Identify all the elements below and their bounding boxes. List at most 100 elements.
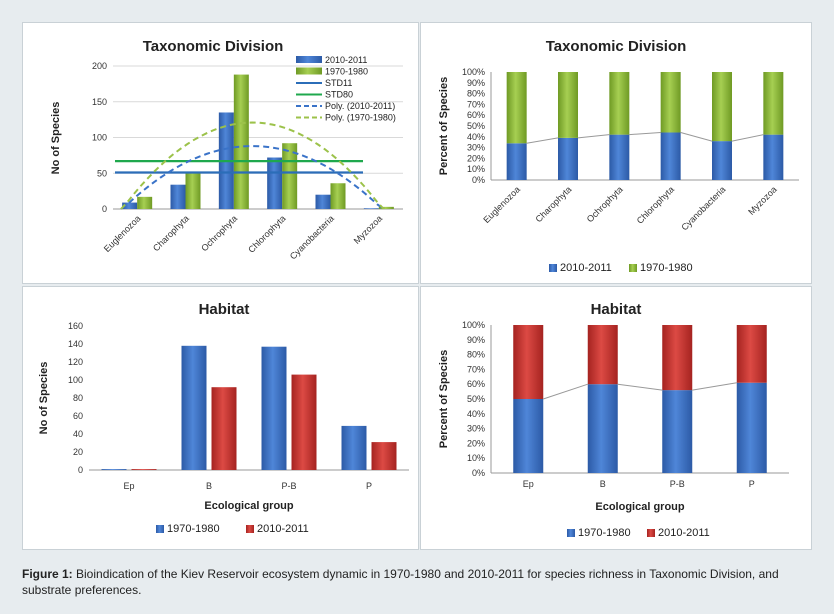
legend-label: 1970-1980 xyxy=(640,262,693,274)
bar-2010-2011-P xyxy=(736,325,767,383)
legend-label: Poly. (1970-1980) xyxy=(325,113,396,123)
x-axis-label: Ecological group xyxy=(204,500,294,512)
y-tick-label: 10% xyxy=(467,453,485,463)
y-tick-label: 0 xyxy=(78,465,83,475)
y-tick-label: 80% xyxy=(467,350,485,360)
legend-swatch xyxy=(296,67,322,75)
bar-2010-2011-Charophyta xyxy=(558,137,578,180)
chart-title: Taxonomic Division xyxy=(546,38,687,55)
series-connector xyxy=(629,131,661,136)
legend-label: 2010-2011 xyxy=(658,527,710,539)
y-tick-label: 160 xyxy=(68,321,83,331)
bar-1970-1980-P-B xyxy=(261,346,287,470)
legend-swatch xyxy=(246,525,254,533)
y-tick-label: 0 xyxy=(102,204,107,214)
bar-2010-2011-B xyxy=(211,387,237,470)
legend-swatch xyxy=(647,529,655,537)
trendline-Poly. (1970-1980) xyxy=(120,121,385,210)
y-tick-label: 0% xyxy=(472,175,485,185)
bar-1970-1980-Ochrophyta xyxy=(609,72,630,135)
x-tick-label: P-B xyxy=(670,479,685,489)
bar-2010-2011-Euglenozoa xyxy=(506,143,527,180)
x-tick-label: P xyxy=(366,481,372,491)
bar-1970-1980-Myzozoa xyxy=(378,206,394,209)
bar-2010-2011-Ep xyxy=(131,469,157,470)
chart-panel-taxonomic-count: Taxonomic Division No of Species 0 50 100 150… xyxy=(22,22,419,284)
x-tick-label: B xyxy=(600,479,606,489)
y-tick-label: 80 xyxy=(73,393,83,403)
bar-1970-1980-P xyxy=(341,425,367,470)
bar-2010-2011-P xyxy=(371,442,397,470)
bar-2010-2011-Ochrophyta xyxy=(609,134,630,180)
chart-title: Habitat xyxy=(199,301,250,318)
legend-label: STD11 xyxy=(325,78,352,88)
y-tick-label: 100 xyxy=(68,375,83,385)
bar-1970-1980-Ochrophyta xyxy=(233,74,249,209)
x-tick-label: Ochrophyta xyxy=(585,184,625,224)
chart-habitat-count: Habitat No of Species 0 20 40 60 80 100 120 140 16… xyxy=(38,301,409,535)
bar-1970-1980-Chlorophyta xyxy=(660,72,681,133)
y-tick-label: 70% xyxy=(467,364,485,374)
legend-swatch xyxy=(549,264,557,272)
bar-2010-2011-Cyanobacteria xyxy=(712,141,732,180)
figure-caption: Figure 1: Bioindication of the Kiev Rese… xyxy=(22,566,812,598)
x-tick-label: B xyxy=(206,481,212,491)
bar-2010-2011-B xyxy=(587,325,618,385)
bar-1970-1980-Charophyta xyxy=(558,72,578,138)
caption-label: Figure 1: xyxy=(22,567,73,581)
chart-panel-habitat-count: Habitat No of Species 0 20 40 60 80 100 120 140 16… xyxy=(22,286,419,550)
bar-1970-1980-P-B xyxy=(662,390,693,473)
bar-2010-2011-Euglenozoa xyxy=(122,202,138,209)
series-connector xyxy=(680,131,713,142)
y-tick-label: 120 xyxy=(68,357,83,367)
y-tick-label: 140 xyxy=(68,339,83,349)
chart-panel-habitat-percent: Habitat Percent of Species 0% 10% 20% 30% 40% 5… xyxy=(420,286,812,550)
y-tick-label: 80% xyxy=(467,89,485,99)
y-axis-label: Percent of Species xyxy=(438,77,450,175)
bar-2010-2011-P-B xyxy=(662,325,693,391)
y-tick-label: 50% xyxy=(467,394,485,404)
legend-label: 2010-2011 xyxy=(257,523,309,535)
legend-label: 1970-1980 xyxy=(325,67,368,77)
y-tick-label: 20 xyxy=(73,447,83,457)
x-tick-label: Cyanobacteria xyxy=(679,184,727,232)
legend-label: 2010-2011 xyxy=(325,55,367,65)
bar-2010-2011-Myzozoa xyxy=(363,208,379,209)
bar-1970-1980-Ep xyxy=(101,469,127,470)
legend-swatch xyxy=(567,529,575,537)
x-axis-label: Ecological group xyxy=(595,501,685,513)
bar-1970-1980-Euglenozoa xyxy=(137,196,153,209)
chart-taxonomic-count: Taxonomic Division No of Species 0 50 100 150… xyxy=(50,38,403,261)
y-tick-label: 20% xyxy=(467,153,485,163)
bar-1970-1980-P xyxy=(736,382,767,473)
bar-1970-1980-B xyxy=(181,345,207,470)
bar-1970-1980-Chlorophyta xyxy=(282,143,298,209)
trendline-Poly. (2010-2011) xyxy=(120,145,385,210)
bar-1970-1980-Charophyta xyxy=(185,171,201,209)
y-tick-label: 10% xyxy=(467,164,485,174)
bar-2010-2011-Chlorophyta xyxy=(660,132,681,180)
y-tick-label: 100% xyxy=(462,320,485,330)
x-tick-label: Myzozoa xyxy=(746,184,779,217)
x-tick-label: Euglenozoa xyxy=(481,184,522,225)
chart-habitat-percent: Habitat Percent of Species 0% 10% 20% 30% 40% 5… xyxy=(438,301,789,539)
y-tick-label: 70% xyxy=(467,99,485,109)
y-tick-label: 50% xyxy=(467,121,485,131)
y-tick-label: 90% xyxy=(467,335,485,345)
legend-swatch xyxy=(156,525,164,533)
chart-title: Habitat xyxy=(591,301,642,318)
series-connector xyxy=(692,382,737,391)
x-tick-label: Chlorophyta xyxy=(635,184,676,225)
y-axis-label: Percent of Species xyxy=(438,350,450,448)
y-tick-label: 0% xyxy=(472,468,485,478)
series-connector xyxy=(731,134,764,142)
y-tick-label: 20% xyxy=(467,438,485,448)
bar-1970-1980-Cyanobacteria xyxy=(712,72,732,142)
x-tick-label: Charophyta xyxy=(533,184,573,224)
series-connector xyxy=(617,383,663,391)
y-tick-label: 40% xyxy=(467,409,485,419)
x-tick-label: Ep xyxy=(523,479,534,489)
x-tick-label: P-B xyxy=(281,481,296,491)
legend-swatch xyxy=(629,264,637,272)
y-tick-label: 60 xyxy=(73,411,83,421)
